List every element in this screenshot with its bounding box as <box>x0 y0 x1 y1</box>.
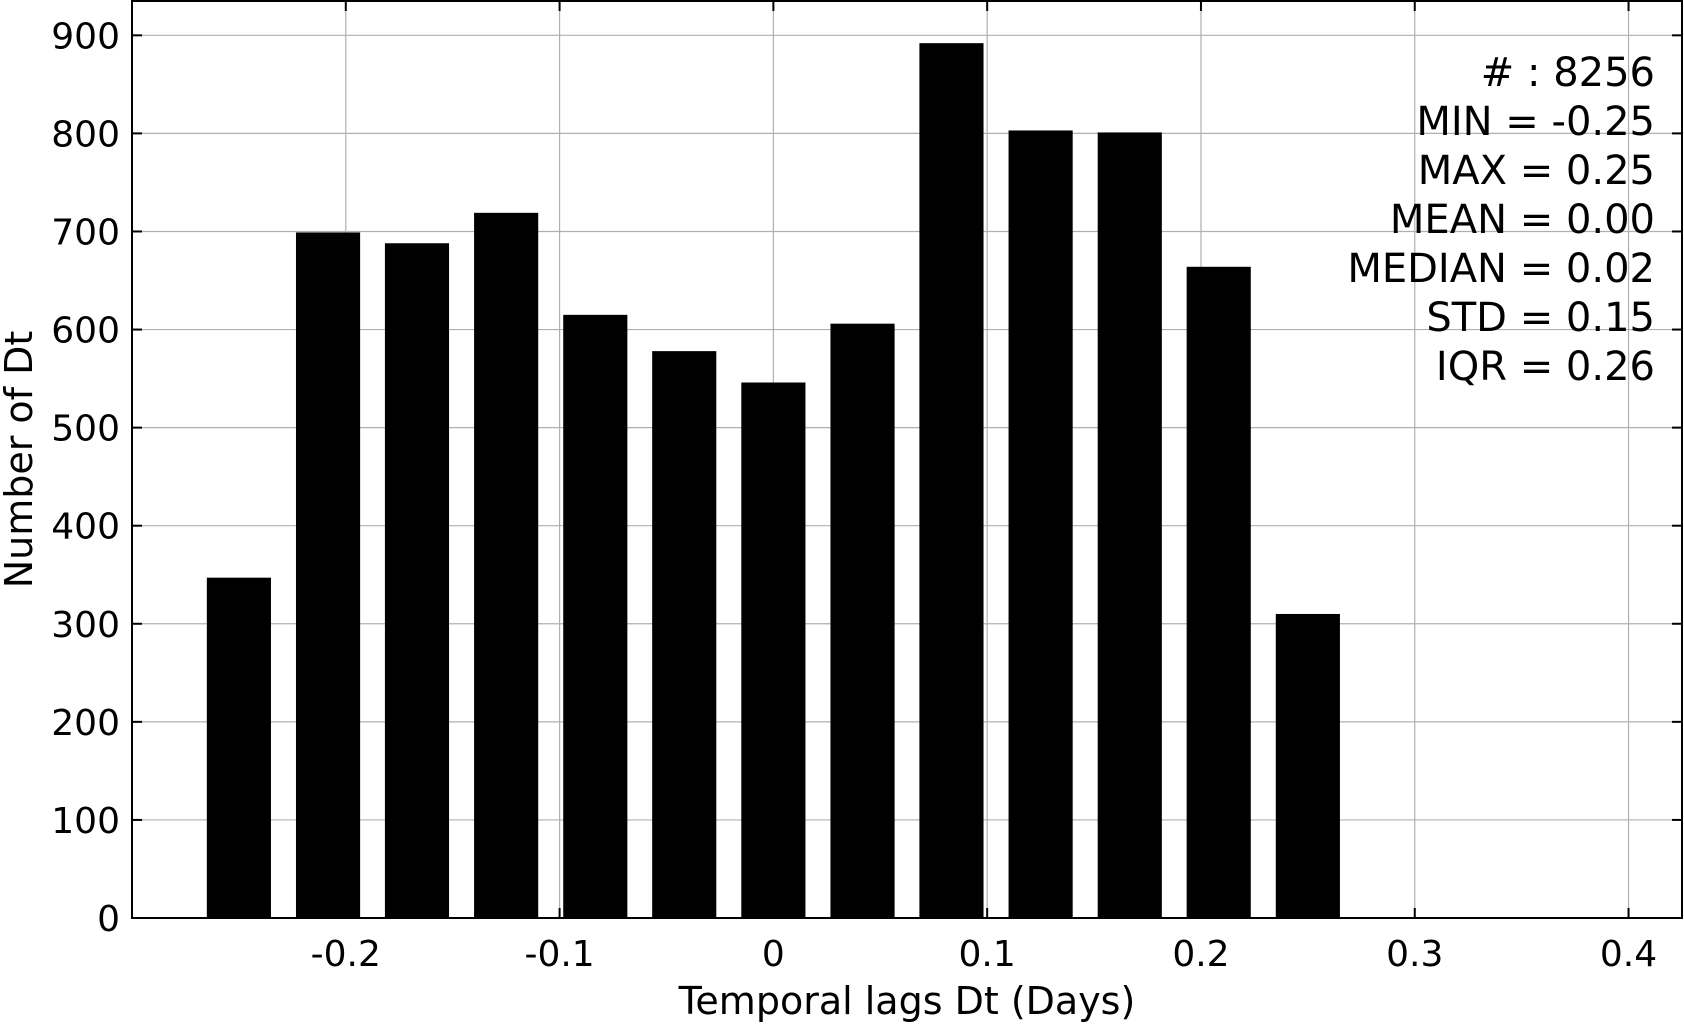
y-axis-title: Number of Dt <box>0 331 41 589</box>
x-axis-title: Temporal lags Dt (Days) <box>678 979 1136 1023</box>
y-tick-label: 200 <box>51 703 120 744</box>
stats-line: STD = 0.15 <box>1426 295 1655 341</box>
bar <box>1097 132 1162 919</box>
bar <box>384 243 450 918</box>
x-tick-label: 0.4 <box>1600 934 1657 975</box>
bars <box>206 43 1340 919</box>
y-tick-label: 900 <box>51 16 120 57</box>
bar <box>563 314 628 918</box>
tick-marks <box>132 1 1682 919</box>
stats-line: MEAN = 0.00 <box>1390 197 1655 243</box>
x-tick-label: 0.1 <box>959 934 1016 975</box>
stats-line: # : 8256 <box>1481 50 1655 96</box>
y-tick-label: 800 <box>51 114 120 155</box>
y-tick-label: 600 <box>51 311 120 352</box>
stats-line: MEDIAN = 0.02 <box>1347 246 1655 292</box>
bar <box>1275 613 1340 918</box>
y-tick-label: 700 <box>51 212 120 253</box>
bar <box>1008 130 1073 919</box>
plot-frame <box>131 0 1683 919</box>
x-tick-label: 0.2 <box>1172 934 1229 975</box>
bar <box>741 382 806 918</box>
bar <box>919 43 984 919</box>
bar <box>474 212 539 919</box>
y-tick-label: 100 <box>51 801 120 842</box>
stats-line: MIN = -0.25 <box>1416 99 1655 145</box>
stats-line: MAX = 0.25 <box>1418 148 1655 194</box>
x-tick-labels: -0.2 -0.1 0 0.1 0.2 0.3 0.4 <box>311 934 1658 975</box>
y-tick-label: 500 <box>51 409 120 450</box>
x-tick-label: 0 <box>762 934 785 975</box>
bar <box>295 232 361 919</box>
stats-line: IQR = 0.26 <box>1436 344 1655 390</box>
y-tick-label: 0 <box>97 899 120 940</box>
bar <box>206 577 271 918</box>
y-tick-label: 400 <box>51 507 120 548</box>
x-tick-label: -0.1 <box>524 934 594 975</box>
bar <box>652 351 717 918</box>
bar <box>1186 266 1251 918</box>
y-tick-label: 300 <box>51 605 120 646</box>
y-tick-labels: 0 100 200 300 400 500 600 700 800 900 <box>51 16 120 940</box>
bar <box>830 323 895 918</box>
x-tick-label: 0.3 <box>1386 934 1443 975</box>
x-tick-label: -0.2 <box>311 934 381 975</box>
